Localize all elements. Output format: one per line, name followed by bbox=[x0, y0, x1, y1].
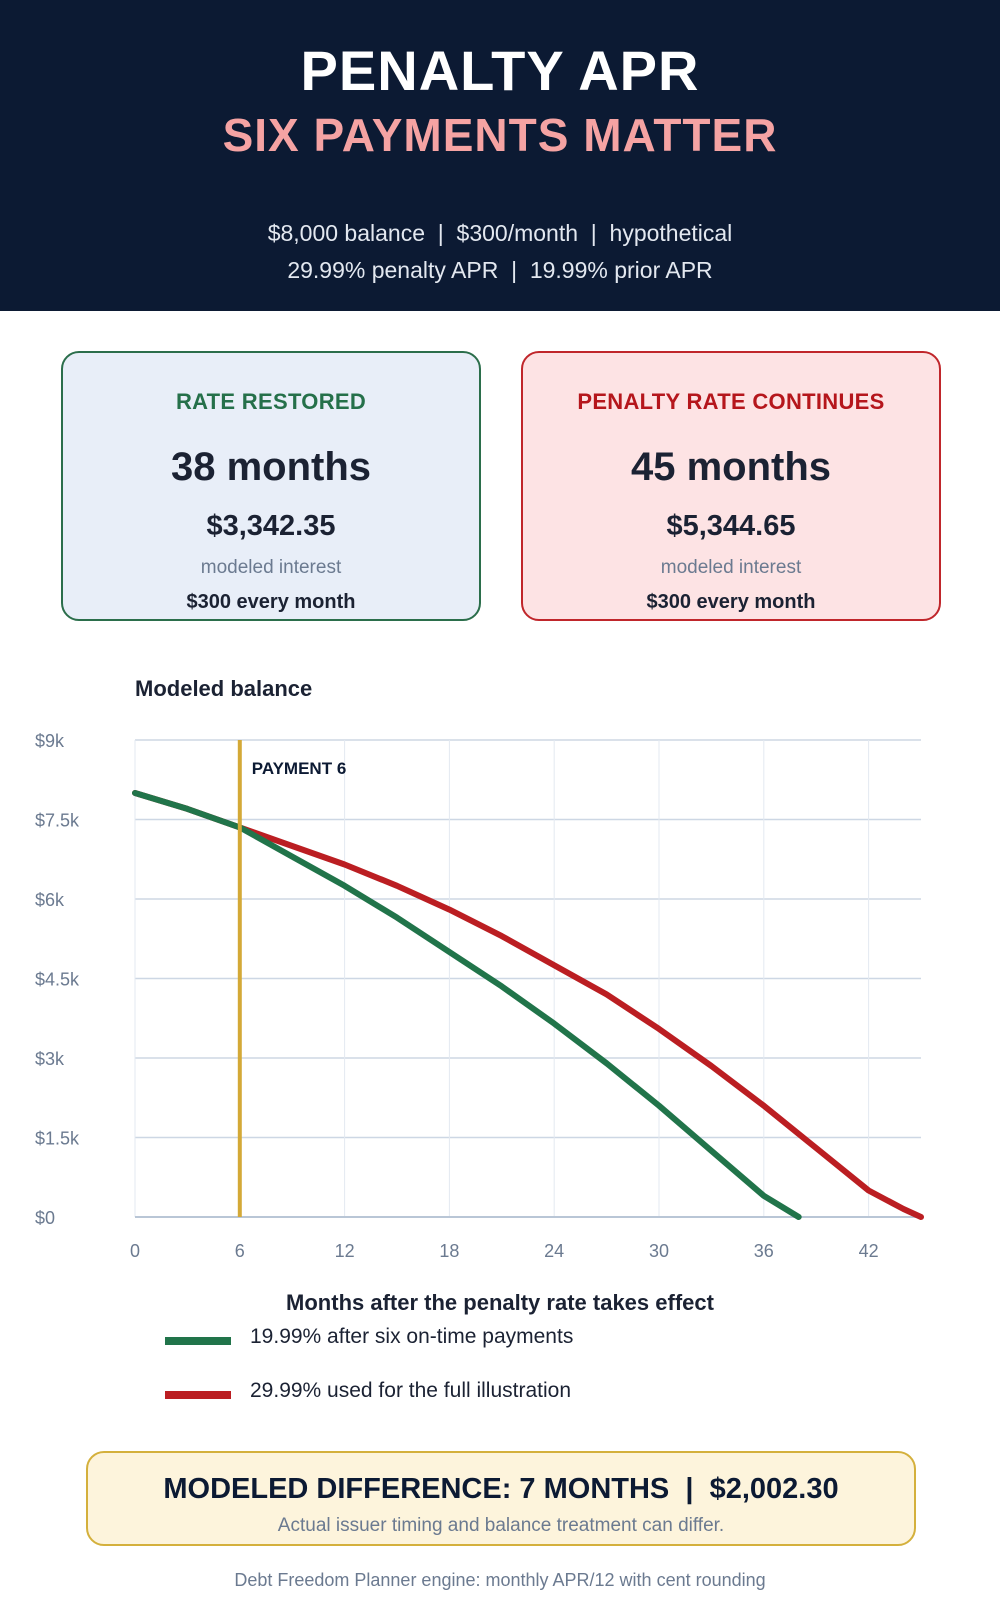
scenario-summary: $8,000 balance | $300/month | hypothetic… bbox=[267, 220, 733, 246]
x-tick-label: 12 bbox=[335, 1241, 355, 1260]
card-note: modeled interest bbox=[660, 557, 802, 578]
x-tick-label: 6 bbox=[235, 1241, 245, 1260]
card-interest-amount: $3,342.35 bbox=[206, 510, 336, 542]
y-tick-label: $1.5k bbox=[35, 1129, 80, 1149]
y-tick-label: $4.5k bbox=[35, 970, 80, 990]
series-line-penalty bbox=[132, 790, 924, 1220]
rate-restored-card: RATE RESTORED 38 months $3,342.35 modele… bbox=[61, 351, 481, 621]
apr-summary: 29.99% penalty APR | 19.99% prior APR bbox=[287, 257, 713, 283]
x-tick-label: 30 bbox=[649, 1241, 669, 1260]
page-title: PENALTY APR bbox=[300, 39, 700, 102]
legend-label: 29.99% used for the full illustration bbox=[250, 1379, 572, 1402]
y-tick-label: $9k bbox=[35, 731, 65, 751]
x-tick-label: 42 bbox=[859, 1241, 879, 1260]
legend-label: 19.99% after six on-time payments bbox=[250, 1325, 574, 1348]
card-label: RATE RESTORED bbox=[175, 389, 367, 414]
page-subtitle: SIX PAYMENTS MATTER bbox=[222, 109, 778, 161]
footer-note: Debt Freedom Planner engine: monthly APR… bbox=[234, 1570, 766, 1590]
difference-note: Actual issuer timing and balance treatme… bbox=[277, 1515, 725, 1536]
x-tick-label: 0 bbox=[130, 1241, 140, 1260]
y-tick-label: $7.5k bbox=[35, 811, 80, 831]
chart-title: Modeled balance bbox=[135, 676, 312, 701]
y-tick-label: $0 bbox=[35, 1208, 55, 1228]
card-payment: $300 every month bbox=[186, 591, 356, 613]
penalty-rate-card: PENALTY RATE CONTINUES 45 months $5,344.… bbox=[521, 351, 941, 621]
x-tick-label: 36 bbox=[754, 1241, 774, 1260]
payment-6-label: PAYMENT 6 bbox=[252, 759, 346, 778]
card-label: PENALTY RATE CONTINUES bbox=[577, 389, 885, 414]
card-note: modeled interest bbox=[200, 557, 342, 578]
card-months: 45 months bbox=[630, 445, 832, 489]
x-tick-label: 24 bbox=[544, 1241, 564, 1260]
balance-chart: Modeled balance $0 $1.5k $3k $4.5k $6k $7.5k $9… bbox=[35, 676, 924, 1260]
legend-swatch-green bbox=[165, 1337, 231, 1345]
y-tick-label: $3k bbox=[35, 1049, 65, 1069]
legend-swatch-red bbox=[165, 1391, 231, 1399]
card-interest-amount: $5,344.65 bbox=[666, 510, 796, 542]
card-payment: $300 every month bbox=[646, 591, 816, 613]
series-line-restored bbox=[132, 790, 802, 1220]
x-tick-label: 18 bbox=[439, 1241, 459, 1260]
modeled-difference-box: MODELED DIFFERENCE: 7 MONTHS | $2,002.30… bbox=[86, 1451, 916, 1546]
y-tick-label: $6k bbox=[35, 890, 65, 910]
x-axis-title: Months after the penalty rate takes effe… bbox=[286, 1290, 714, 1315]
card-months: 38 months bbox=[170, 445, 372, 489]
header: PENALTY APR SIX PAYMENTS MATTER $8,000 b… bbox=[0, 0, 1000, 311]
difference-headline: MODELED DIFFERENCE: 7 MONTHS | $2,002.30 bbox=[163, 1473, 839, 1505]
